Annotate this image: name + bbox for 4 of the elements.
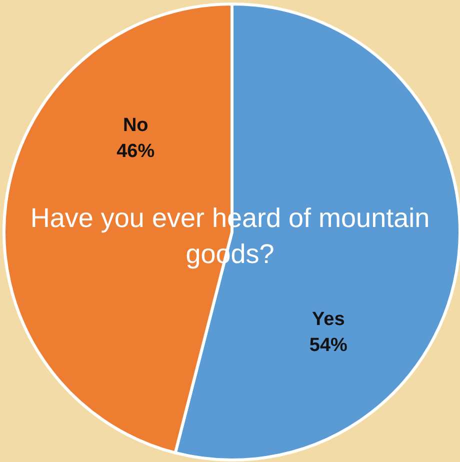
data-label: 54%: [309, 335, 348, 356]
data-label: 46%: [116, 140, 155, 162]
slice-label: Yes: [312, 309, 345, 330]
slice-label: No: [122, 114, 148, 136]
